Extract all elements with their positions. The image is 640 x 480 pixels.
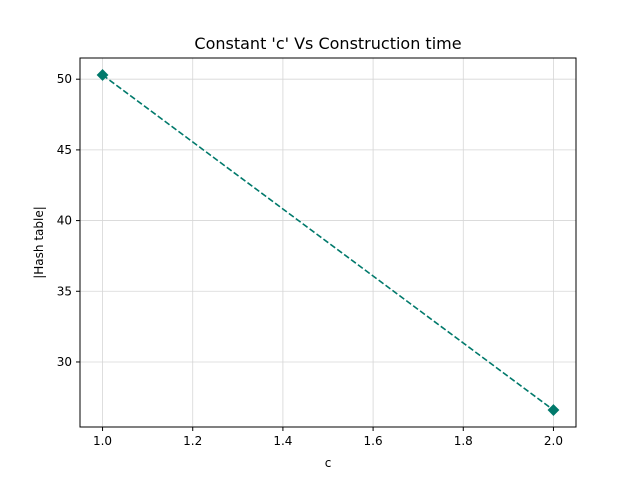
x-tick-label: 1.4 xyxy=(273,434,292,448)
y-tick-label: 35 xyxy=(57,284,72,298)
series-line xyxy=(102,74,554,411)
y-tick-label: 30 xyxy=(57,355,72,369)
ticks: 1.0 1.2 1.4 1.6 1.8 2.0 30 35 40 45 50 xyxy=(57,72,563,448)
plot-frame xyxy=(79,57,577,428)
x-axis-label: c xyxy=(325,456,332,470)
y-axis-label: |Hash table| xyxy=(32,206,46,279)
chart-title: Constant 'c' Vs Construction time xyxy=(194,34,461,53)
x-tick-label: 2.0 xyxy=(544,434,563,448)
x-tick-label: 1.8 xyxy=(454,434,473,448)
y-tick-label: 45 xyxy=(57,143,72,157)
data-point-diamond xyxy=(547,404,560,416)
grid xyxy=(80,58,576,427)
x-tick-label: 1.2 xyxy=(183,434,202,448)
series-layer xyxy=(96,69,560,416)
x-tick-label: 1.0 xyxy=(93,434,112,448)
x-tick-label: 1.6 xyxy=(364,434,383,448)
y-tick-label: 50 xyxy=(57,72,72,86)
y-tick-label: 40 xyxy=(57,214,72,228)
data-point-diamond xyxy=(96,69,109,81)
